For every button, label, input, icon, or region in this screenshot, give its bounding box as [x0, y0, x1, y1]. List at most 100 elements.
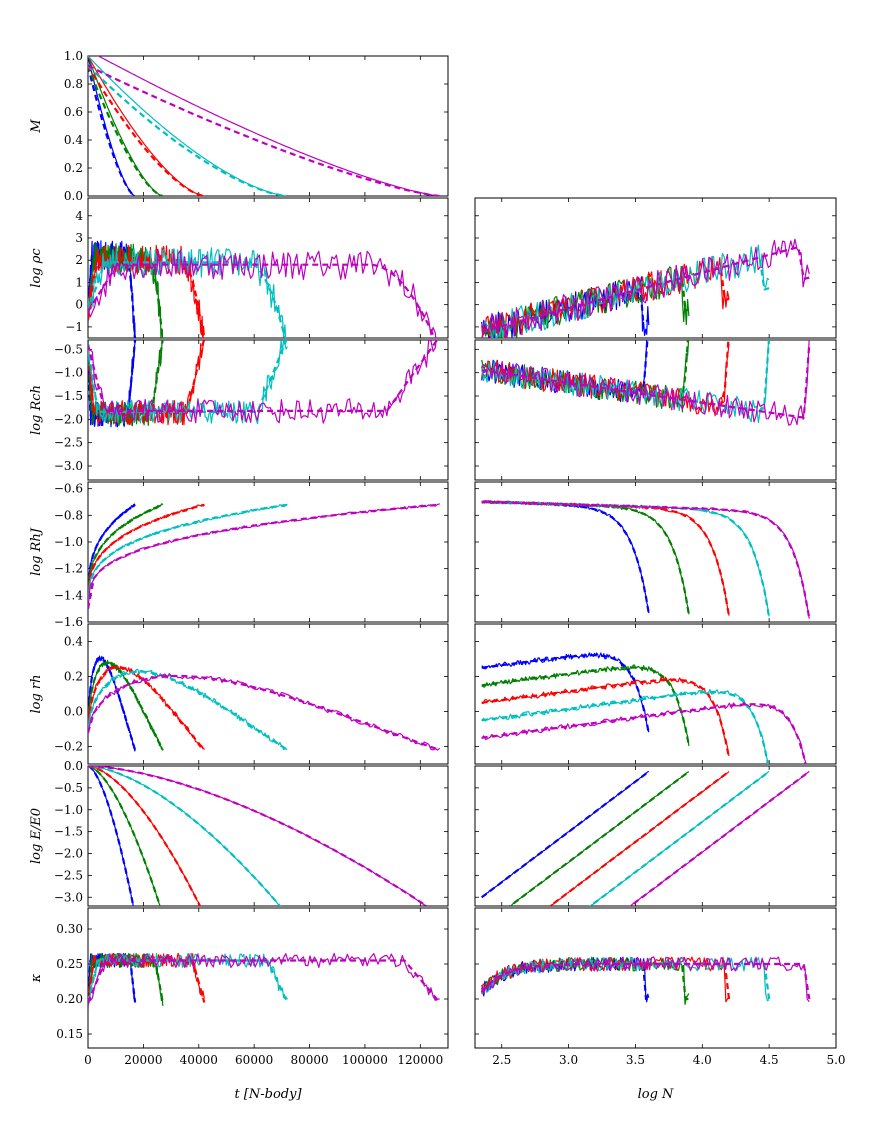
y-axis-label: log rh	[29, 674, 44, 713]
y-tick-label: −1.5	[54, 389, 83, 403]
y-tick-label: 1	[75, 275, 83, 289]
series-line-run-5-dashed	[88, 674, 441, 752]
x-tick-label: 4.0	[693, 1053, 712, 1067]
series-line-run-1-solid	[88, 503, 136, 610]
panel-frame	[474, 197, 837, 339]
series-line-run-2-solid	[481, 500, 690, 615]
x-tick-label: 3.0	[559, 1053, 578, 1067]
series-line-run-5-solid	[88, 340, 437, 424]
y-tick-label: 0.0	[64, 189, 83, 203]
panels	[87, 55, 837, 1049]
series-group-1-1	[481, 238, 810, 338]
series-line-run-5-dashed	[88, 340, 439, 412]
series-line-run-4-dashed	[88, 65, 288, 196]
series-line-run-2-solid	[481, 664, 690, 746]
y-axis-label: log RhJ	[29, 527, 44, 576]
y-tick-label: −3.0	[54, 890, 83, 904]
y-tick-label: −2.0	[54, 412, 83, 426]
y-tick-label: 3	[75, 231, 83, 245]
series-line-run-5-dashed	[88, 64, 440, 196]
series-group-1-0	[88, 240, 441, 338]
series-line-run-3-solid	[88, 504, 205, 608]
y-tick-label: −0.6	[54, 482, 83, 496]
y-tick-label: −1.2	[54, 562, 83, 576]
y-tick-label: 0.30	[56, 922, 83, 936]
series-line-run-1-dashed	[88, 65, 136, 196]
y-tick-label: −0.5	[54, 342, 83, 356]
x-tick-label: 80000	[290, 1053, 328, 1067]
series-group-2-0	[88, 340, 439, 428]
series-group-5-0	[88, 766, 429, 906]
y-tick-label: −0.8	[54, 508, 83, 522]
series-line-run-4-solid	[88, 56, 288, 196]
series-line-run-3-solid	[481, 676, 730, 757]
x-tick-label: 5.0	[826, 1053, 845, 1067]
y-tick-label: 0.20	[56, 992, 83, 1006]
series-line-run-1-solid	[481, 770, 650, 898]
series-line-run-4-dashed	[88, 503, 288, 609]
series-group-6-1	[480, 956, 811, 1006]
series-line-run-5-solid	[481, 500, 810, 619]
series-line-run-5-solid	[88, 672, 441, 751]
x-tick-label: 2.5	[492, 1053, 511, 1067]
series-group-5-1	[481, 770, 810, 906]
x-tick-label: 0	[84, 1053, 92, 1067]
series-line-run-1-dashed	[481, 500, 650, 614]
y-axis-label: log E/E0	[29, 808, 44, 864]
y-tick-label: 0.2	[64, 670, 83, 684]
panel-frame	[474, 765, 837, 907]
series-line-run-5-solid	[481, 238, 810, 338]
series-line-run-2-solid	[509, 771, 690, 906]
panel-frame	[474, 623, 837, 765]
series-line-run-3-solid	[481, 343, 730, 417]
marks	[88, 56, 811, 1010]
x-tick-label: 20000	[124, 1053, 162, 1067]
series-line-run-5-solid	[481, 701, 807, 764]
series-group-2-1	[481, 340, 811, 426]
series-line-run-5-solid	[481, 340, 810, 426]
y-axis-label: log ρc	[29, 248, 44, 288]
x-tick-label: 120000	[397, 1053, 443, 1067]
series-line-run-5-solid	[88, 250, 441, 338]
y-tick-label: 0.8	[64, 77, 83, 91]
y-tick-label: −2.0	[54, 847, 83, 861]
x-tick-label: 4.5	[760, 1053, 779, 1067]
y-tick-label: −3.0	[54, 459, 83, 473]
y-tick-label: 0.2	[64, 161, 83, 175]
series-line-run-5-dashed	[88, 766, 429, 906]
y-tick-label: 0	[75, 298, 83, 312]
series-line-run-4-dashed	[88, 959, 289, 1003]
panel-frame	[474, 907, 837, 1049]
y-tick-label: −1.6	[54, 615, 83, 629]
y-tick-label: 0.0	[64, 759, 83, 773]
series-line-run-1-dashed	[88, 657, 137, 751]
series-line-run-5-dashed	[481, 246, 810, 333]
series-line-run-5-solid	[88, 503, 440, 609]
panel-frame	[87, 907, 449, 1049]
series-line-run-4-dashed	[88, 670, 289, 751]
series-line-run-3-dashed	[481, 678, 731, 759]
series-line-run-5-solid	[97, 56, 440, 196]
series-line-run-4-solid	[88, 668, 288, 751]
panel-frame	[87, 339, 449, 481]
panel-frame	[87, 481, 449, 623]
series-group-3-0	[88, 503, 440, 610]
y-tick-label: −1.0	[54, 535, 83, 549]
series-line-run-5-solid	[88, 952, 440, 1002]
series-line-run-4-solid	[88, 247, 287, 338]
series-line-run-4-solid	[88, 766, 281, 906]
x-tick-label: 60000	[235, 1053, 273, 1067]
series-line-run-5-dashed	[481, 343, 811, 419]
x-axis-label-right: log N	[638, 1087, 674, 1102]
series-line-run-2-dashed	[481, 500, 690, 615]
series-group-3-1	[481, 500, 811, 619]
series-line-run-4-solid	[589, 770, 770, 906]
y-tick-label: −1.0	[54, 366, 83, 380]
labels: 0.0 0.2 0.4 0.6 0.8 1.0 M −1 0 1 2 3 4 log ρc −3.0 −2.5…	[29, 49, 846, 1102]
series-line-run-1-solid	[88, 655, 136, 752]
y-tick-label: 0.25	[56, 957, 83, 971]
x-tick-label: 3.5	[626, 1053, 645, 1067]
series-line-run-2-dashed	[88, 65, 164, 196]
series-line-run-5-dashed	[88, 959, 441, 1004]
y-tick-label: 0.15	[56, 1027, 83, 1041]
